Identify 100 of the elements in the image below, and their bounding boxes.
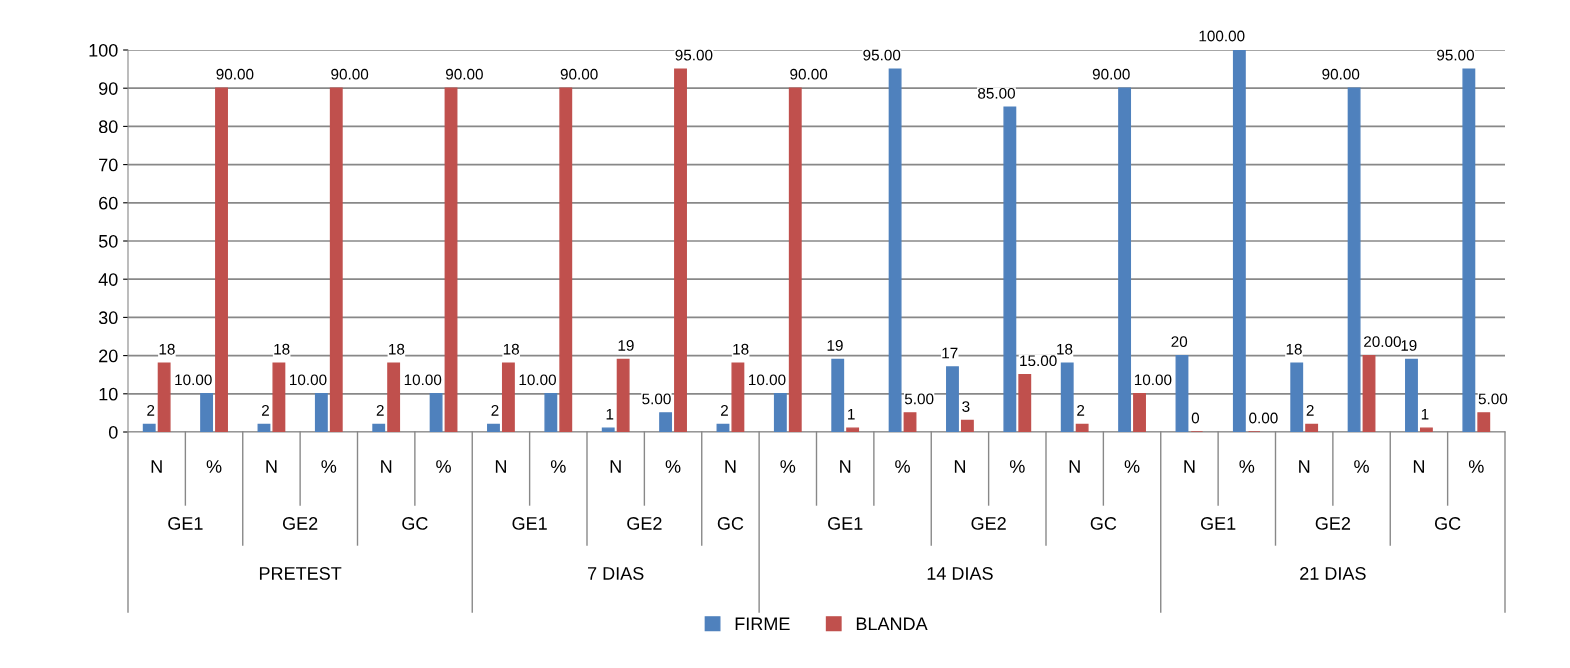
data-label: 18 — [1057, 343, 1073, 355]
x-tick-label: % — [321, 460, 337, 473]
data-label: 19 — [827, 340, 843, 351]
x-tick-label: % — [206, 460, 222, 473]
data-label: 2 — [491, 404, 499, 416]
data-label: 10.00 — [404, 374, 442, 386]
data-label: 2 — [720, 404, 728, 416]
data-label: 0.00 — [1249, 412, 1278, 424]
data-label: 1 — [1421, 408, 1429, 420]
x-tick-label: N — [1413, 460, 1424, 473]
data-label: 3 — [962, 401, 970, 412]
data-label: 10.00 — [749, 374, 786, 386]
data-label: 2 — [376, 404, 384, 416]
data-label: 5.00 — [1478, 393, 1508, 405]
x-tick-label: N — [725, 460, 736, 473]
x-tick-label: % — [550, 460, 566, 473]
y-tick-label: 70 — [99, 158, 118, 172]
data-label: 90.00 — [331, 68, 369, 80]
data-label: 20 — [1171, 336, 1188, 348]
data-label: 15.00 — [1020, 355, 1057, 367]
data-label: 1 — [606, 408, 614, 420]
x-tick-label: % — [1468, 460, 1484, 473]
data-label: 90.00 — [560, 68, 598, 80]
data-label: 2 — [261, 404, 269, 416]
text: GE1 — [1200, 517, 1236, 530]
data-label: 90.00 — [446, 68, 483, 80]
data-label: 19 — [618, 340, 634, 351]
x-tick-label: % — [1354, 460, 1369, 473]
data-label: 5.00 — [642, 393, 671, 405]
x-tick-label: N — [151, 460, 162, 473]
data-label: 19 — [1401, 340, 1417, 351]
data-label: 2 — [1306, 404, 1314, 416]
y-tick-label: 20 — [99, 349, 118, 363]
x-tick-label: N — [1184, 460, 1195, 473]
y-tick-label: 0 — [108, 425, 118, 439]
text: GE2 — [627, 517, 662, 530]
data-label: 95.00 — [675, 49, 713, 61]
data-label: 0 — [1191, 412, 1200, 424]
y-tick-label: 90 — [99, 82, 118, 95]
text: GE2 — [1315, 517, 1351, 530]
y-tick-label: 30 — [98, 311, 118, 325]
data-label: 18 — [503, 343, 519, 355]
data-label: 18 — [1286, 343, 1302, 355]
x-tick-label: % — [895, 460, 910, 473]
x-tick-label: N — [1299, 460, 1310, 473]
x-tick-label: N — [495, 460, 506, 473]
data-label: 5.00 — [904, 393, 934, 405]
text: PRETEST — [259, 567, 342, 580]
x-tick-label: % — [1124, 460, 1140, 473]
data-label: 18 — [274, 343, 290, 355]
data-label: 95.00 — [1437, 49, 1474, 61]
data-label: 18 — [733, 343, 749, 355]
x-tick-label: % — [1239, 460, 1255, 473]
x-tick-label: N — [840, 460, 851, 473]
data-label: 17 — [942, 347, 958, 359]
data-label: 2 — [147, 404, 155, 416]
y-tick-label: 10 — [99, 387, 118, 401]
data-label: 1 — [848, 408, 855, 420]
text: GC — [1434, 517, 1461, 530]
y-tick-label: 60 — [99, 196, 118, 210]
legend-label: BLANDA — [856, 617, 928, 630]
y-tick-label: 40 — [98, 273, 118, 286]
legend-label: FIRME — [735, 617, 790, 630]
data-label: 85.00 — [978, 87, 1015, 99]
data-label: 10.00 — [290, 374, 327, 386]
data-label: 90.00 — [1092, 68, 1130, 80]
x-tick-label: N — [1069, 460, 1080, 473]
text: 21 DIAS — [1300, 567, 1366, 580]
y-tick-label: 100 — [89, 43, 118, 57]
data-label: 10.00 — [175, 374, 212, 386]
data-label: 90.00 — [216, 68, 254, 80]
data-label: 90.00 — [790, 68, 828, 80]
data-label: 10.00 — [1134, 374, 1172, 386]
data-label: 90.00 — [1322, 68, 1360, 80]
text: GE1 — [512, 517, 547, 530]
data-label: 2 — [1077, 404, 1085, 416]
text: GE1 — [168, 517, 203, 530]
x-tick-label: N — [610, 460, 621, 473]
data-label: 100.00 — [1199, 30, 1245, 42]
data-label: 20.00 — [1364, 336, 1401, 348]
x-tick-label: N — [954, 460, 965, 473]
text: GE2 — [971, 517, 1006, 530]
x-tick-label: N — [381, 460, 392, 473]
text: GC — [717, 517, 744, 530]
text: 7 DIAS — [588, 567, 644, 580]
text: GE2 — [282, 517, 318, 530]
data-label: 95.00 — [863, 49, 901, 61]
x-tick-label: % — [436, 460, 451, 473]
x-tick-label: % — [665, 460, 681, 473]
x-tick-label: % — [780, 460, 796, 473]
text: 14 DIAS — [927, 567, 993, 580]
text: GC — [1090, 517, 1117, 530]
data-label: 10.00 — [519, 374, 556, 386]
text: GC — [402, 517, 428, 530]
x-tick-label: N — [266, 460, 277, 473]
text: GE1 — [828, 517, 863, 530]
y-tick-label: 80 — [98, 120, 118, 134]
data-label: 18 — [389, 343, 405, 355]
data-label: 18 — [159, 343, 175, 355]
y-tick-label: 50 — [98, 234, 118, 248]
